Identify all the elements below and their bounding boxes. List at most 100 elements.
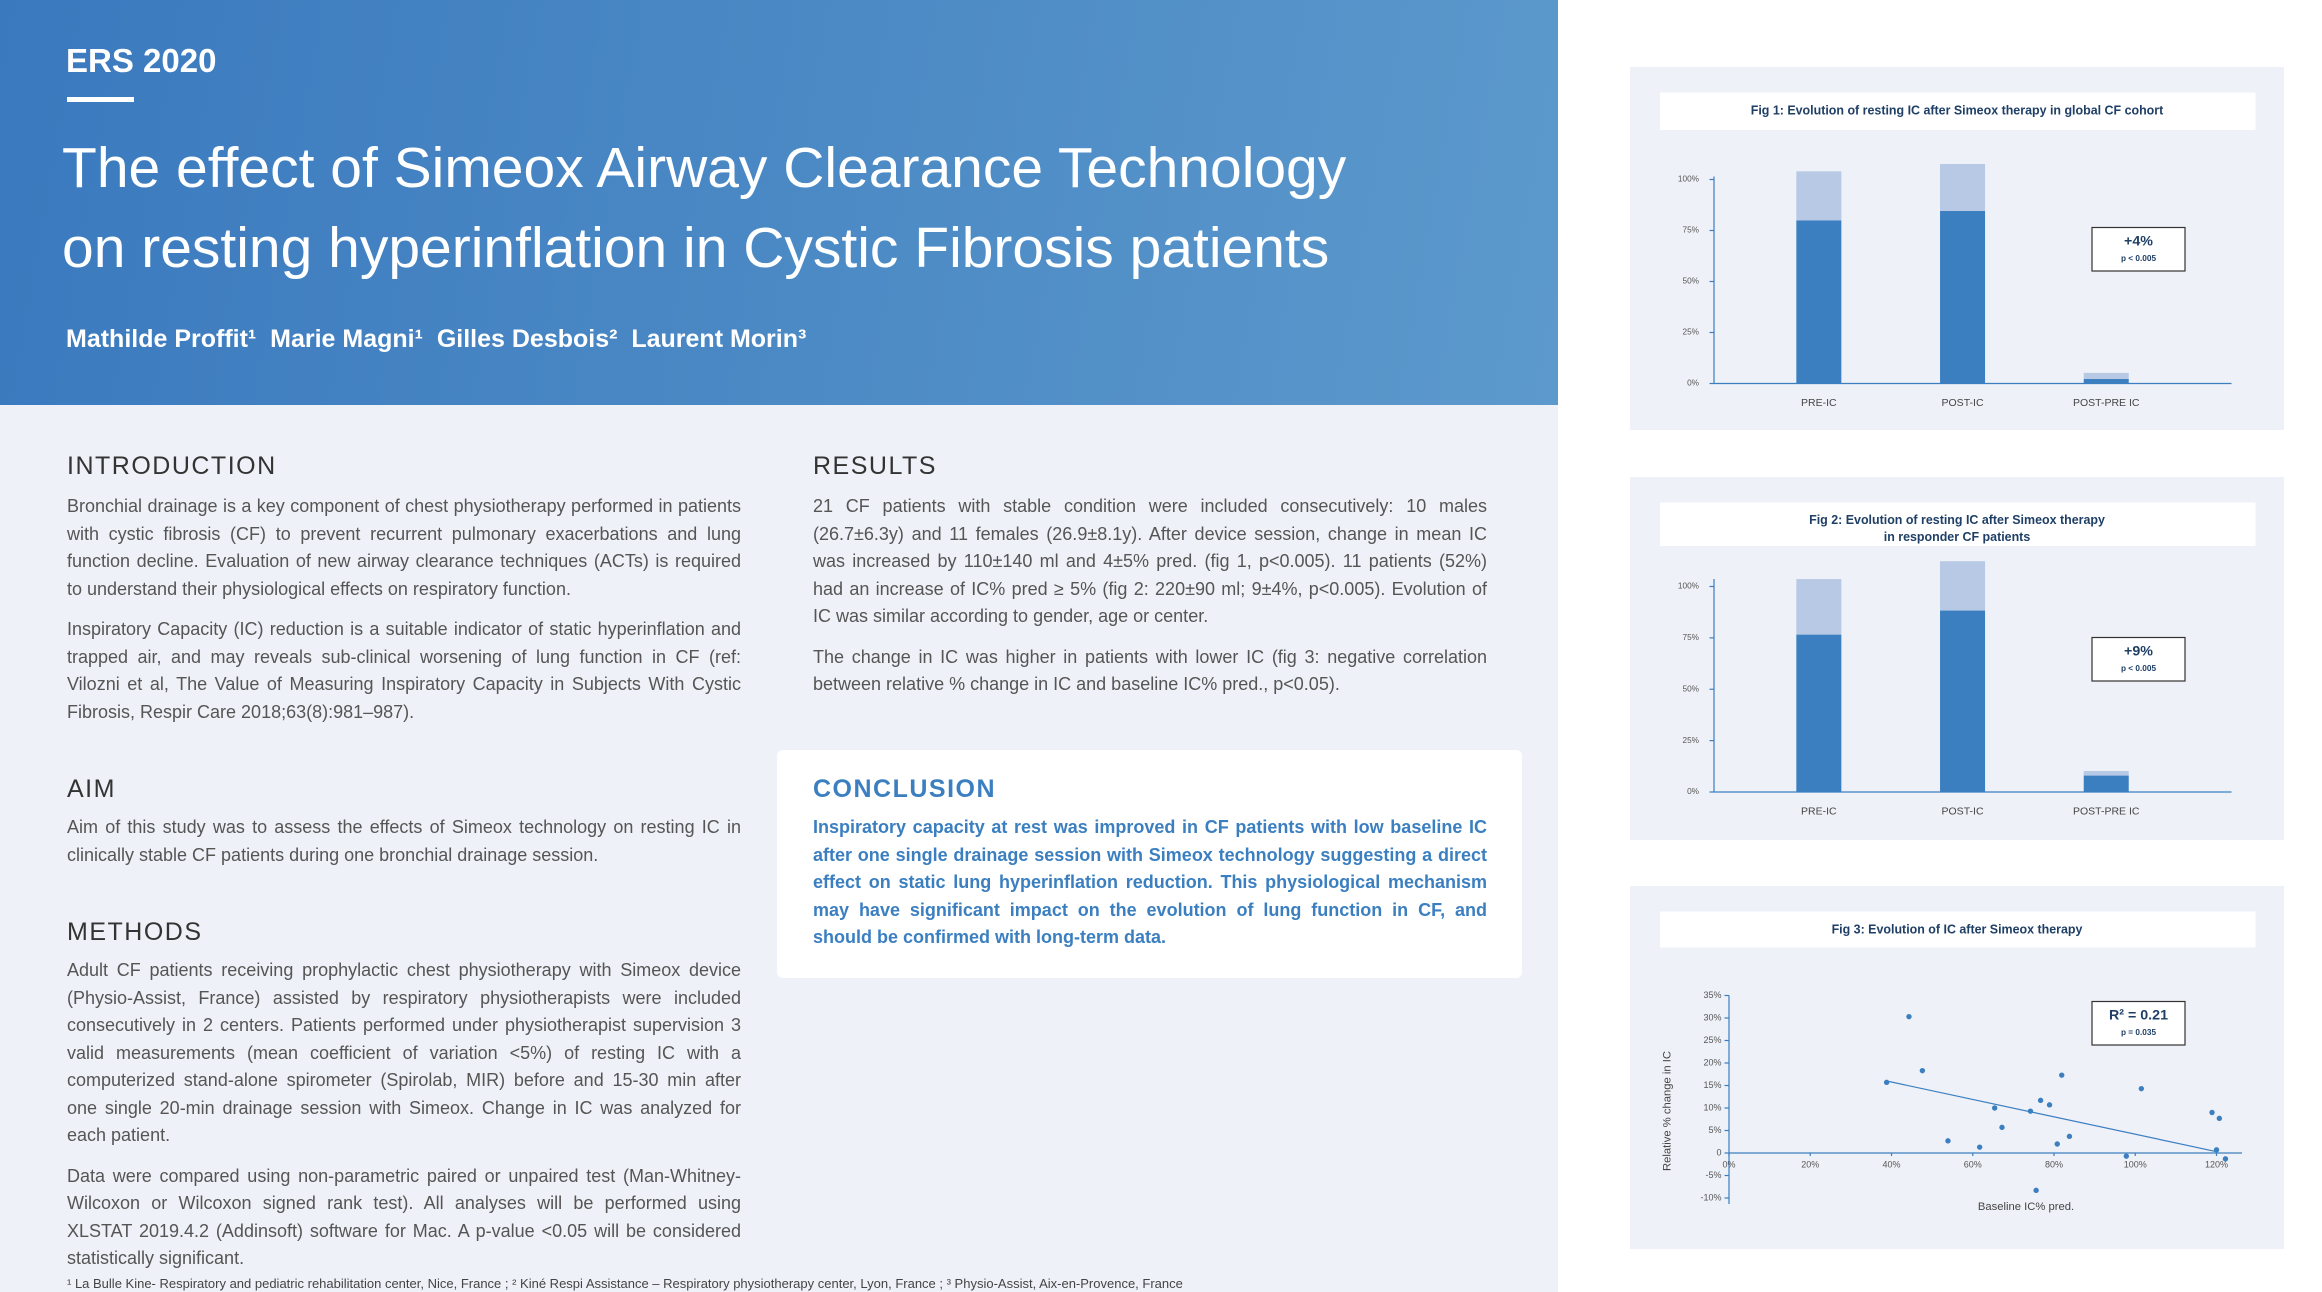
point — [2033, 1187, 2039, 1194]
point — [2213, 1147, 2220, 1153]
point — [2054, 1141, 2060, 1147]
point — [1976, 1144, 1983, 1150]
x-tick-label: 100% — [2124, 1159, 2147, 1169]
point — [1991, 1105, 1998, 1111]
point — [2222, 1156, 2229, 1162]
x-tick-label: 80% — [2045, 1159, 2063, 1169]
title: The effect of Simeox Airway Clearance Te… — [62, 128, 1346, 288]
point — [1906, 1013, 1912, 1020]
bar — [1796, 220, 1842, 384]
bar — [2083, 372, 2129, 380]
point — [2066, 1133, 2073, 1140]
y-tick-label: 50% — [1682, 684, 1699, 693]
x-tick-label: 20% — [1801, 1159, 1819, 1169]
section-body: Adult CF patients receiving prophylactic… — [67, 957, 741, 1286]
point — [2046, 1102, 2053, 1108]
point — [2123, 1153, 2130, 1159]
x-tick-label: POST-PRE IC — [2073, 397, 2140, 409]
header: ERS 2020 The effect of Simeox Airway Cle… — [0, 0, 1558, 405]
point — [2138, 1085, 2145, 1092]
x-axis-label: Baseline IC% pred. — [1978, 1201, 2074, 1213]
bar — [1940, 163, 1986, 211]
underline — [67, 97, 134, 102]
footnote: ¹ La Bulle Kine- Respiratory and pediatr… — [67, 1276, 1183, 1291]
y-tick-label: 100% — [1678, 175, 1700, 184]
annotation-note: p = 0.035 — [2121, 1028, 2156, 1037]
point — [2209, 1109, 2215, 1116]
bar — [2083, 379, 2129, 384]
y-tick-label: 0 — [1716, 1147, 1721, 1157]
section-body: Bronchial drainage is a key component of… — [67, 493, 741, 739]
point — [1999, 1124, 2005, 1131]
paragraph: Adult CF patients receiving prophylactic… — [67, 960, 741, 1145]
figure-card: Fig 2: Evolution of resting IC after Sim… — [1630, 477, 2284, 840]
section-body: 21 CF patients with stable condition wer… — [813, 493, 1487, 712]
paragraph: 21 CF patients with stable condition wer… — [813, 496, 1487, 626]
y-tick-label: 20% — [1703, 1057, 1721, 1067]
y-tick-label: 25% — [1682, 736, 1699, 745]
annotation: +4% — [2124, 234, 2153, 250]
annotation-box — [2091, 226, 2186, 272]
point — [1883, 1079, 1890, 1086]
bar — [2083, 775, 2129, 792]
annotation-note: p < 0.005 — [2121, 664, 2156, 673]
y-tick-label: 0% — [1687, 787, 1700, 796]
y-tick-label: 25% — [1682, 328, 1699, 337]
paragraph: Bronchial drainage is a key component of… — [67, 496, 741, 599]
y-tick-label: 5% — [1708, 1125, 1721, 1135]
title-box — [1660, 502, 2256, 546]
x-tick-label: PRE-IC — [1801, 397, 1837, 409]
point — [2216, 1115, 2223, 1122]
point — [1945, 1138, 1951, 1144]
annotation: +9% — [2124, 644, 2153, 660]
bar — [2083, 771, 2129, 776]
y-tick-label: -10% — [1700, 1192, 1721, 1202]
point — [1919, 1067, 1926, 1074]
event: ERS 2020 — [66, 42, 217, 79]
bar — [1940, 210, 1986, 384]
trendline — [1886, 1080, 2217, 1153]
paragraph: Aim of this study was to assess the effe… — [67, 817, 741, 865]
paragraph: Data were compared using non-parametric … — [67, 1165, 741, 1269]
title-box — [1660, 911, 2256, 948]
y-tick-label: -5% — [1705, 1170, 1721, 1180]
y-axis-label: Relative % change in IC — [1661, 1051, 1673, 1171]
y-tick-label: 30% — [1703, 1012, 1721, 1022]
annotation-box — [2091, 636, 2186, 682]
x-tick-label: 120% — [2205, 1159, 2228, 1169]
section-heading: RESULTS — [813, 452, 937, 480]
figure-title: Fig 2: Evolution of resting IC after Sim… — [1809, 513, 2105, 527]
point — [2037, 1097, 2044, 1104]
authors: Mathilde Proffit¹ Marie Magni¹ Gilles De… — [66, 325, 807, 353]
y-tick-label: 50% — [1682, 277, 1699, 286]
conclusion-box: CONCLUSION Inspiratory capacity at rest … — [777, 750, 1522, 978]
paragraph: The change in IC was higher in patients … — [813, 646, 1487, 695]
y-tick-label: 35% — [1703, 990, 1721, 1000]
y-tick-label: 75% — [1682, 226, 1699, 235]
bar — [1940, 561, 1986, 611]
section-heading: AIM — [67, 775, 116, 803]
section-heading: INTRODUCTION — [67, 452, 277, 480]
bar — [1796, 634, 1842, 792]
figure-title: Fig 3: Evolution of IC after Simeox ther… — [1832, 923, 2083, 937]
x-tick-label: 60% — [1964, 1159, 1982, 1169]
figure-title: in responder CF patients — [1884, 530, 2031, 544]
annotation-box — [2091, 1000, 2186, 1046]
x-tick-label: PRE-IC — [1801, 805, 1837, 817]
y-tick-label: 25% — [1703, 1035, 1721, 1045]
y-tick-label: 0% — [1687, 379, 1700, 388]
section-heading: METHODS — [67, 918, 203, 946]
bar — [1796, 171, 1842, 221]
bar — [1940, 610, 1986, 792]
annotation: R² = 0.21 — [2109, 1008, 2168, 1024]
y-tick-label: 10% — [1703, 1102, 1721, 1112]
x-tick-label: 0% — [1722, 1159, 1735, 1169]
title-line: The effect of Simeox Airway Clearance Te… — [62, 136, 1347, 200]
x-tick-label: POST-IC — [1942, 805, 1984, 817]
conclusion-text: Inspiratory capacity at rest was improve… — [813, 817, 1487, 947]
figure-card: Fig 3: Evolution of IC after Simeox ther… — [1630, 886, 2284, 1249]
figure-title: Fig 1: Evolution of resting IC after Sim… — [1751, 104, 2164, 118]
paragraph: Inspiratory Capacity (IC) reduction is a… — [67, 619, 741, 722]
y-tick-label: 15% — [1703, 1080, 1721, 1090]
